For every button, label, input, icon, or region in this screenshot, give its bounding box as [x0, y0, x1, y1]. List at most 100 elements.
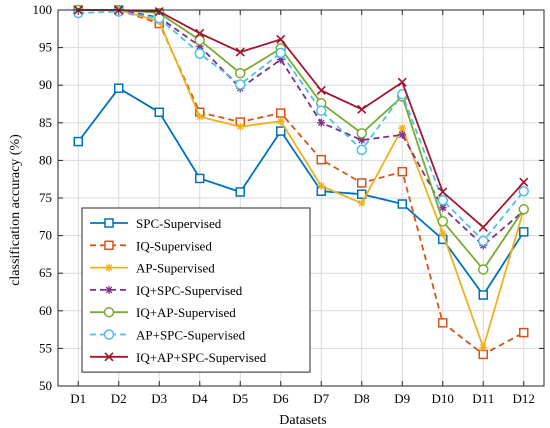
data-point — [276, 55, 285, 64]
data-point — [397, 77, 407, 87]
legend-item: IQ-Supervised — [90, 238, 212, 253]
data-point — [438, 187, 448, 197]
legend-label: IQ+AP-Supervised — [136, 305, 236, 320]
data-point — [316, 85, 326, 96]
x-tick-label: D6 — [273, 391, 289, 406]
data-point — [236, 122, 245, 131]
data-point — [398, 130, 407, 139]
data-point — [276, 108, 286, 118]
y-tick-label: 100 — [33, 2, 53, 17]
x-tick-label: D1 — [70, 391, 86, 406]
series-line — [78, 9, 525, 356]
data-point — [397, 166, 407, 177]
series-lines — [73, 4, 529, 360]
x-tick-label: D7 — [313, 391, 329, 406]
data-point — [478, 235, 489, 247]
data-point — [437, 216, 448, 227]
data-point — [519, 327, 529, 338]
y-tick-label: 65 — [39, 265, 52, 280]
legend-item: SPC-Supervised — [90, 216, 222, 231]
data-point — [276, 126, 286, 136]
data-point — [195, 42, 204, 51]
data-point — [398, 124, 407, 133]
plot-frame — [57, 9, 545, 387]
data-point — [438, 229, 447, 238]
data-point — [356, 128, 367, 139]
data-point — [73, 136, 83, 147]
data-point — [316, 154, 326, 165]
legend-label: AP+SPC-Supervised — [136, 328, 246, 343]
legend-marker — [104, 352, 114, 362]
data-point — [195, 173, 205, 184]
data-point — [317, 181, 326, 190]
axes: 50 55 60 65 70 75 80 85 90 95 100 D1 D2 D3 D4 D5 D6 D7 D8 D… — [33, 2, 545, 406]
y-tick-label: 75 — [39, 190, 52, 205]
data-point — [357, 136, 366, 145]
data-point — [478, 264, 489, 275]
series-line — [78, 9, 525, 271]
legend-item: IQ+SPC-Supervised — [90, 283, 243, 298]
legend-item: IQ+AP+SPC-Supervised — [90, 350, 267, 365]
data-point — [478, 290, 488, 300]
x-axis-label: Datasets — [279, 413, 326, 428]
y-tick-label: 70 — [39, 228, 52, 243]
legend-label: SPC-Supervised — [136, 216, 222, 231]
legend-marker — [104, 240, 114, 251]
data-point — [357, 178, 367, 188]
legend-marker — [103, 306, 115, 318]
x-tick-label: D8 — [354, 391, 370, 406]
data-point — [235, 47, 245, 57]
y-tick-label: 50 — [39, 378, 52, 393]
legend-item: IQ+AP-Supervised — [90, 305, 236, 320]
x-tick-label: D4 — [192, 391, 208, 406]
series-line — [77, 87, 525, 296]
legend-label: IQ+AP+SPC-Supervised — [136, 350, 267, 365]
data-point — [357, 104, 367, 114]
y-tick-label: 85 — [39, 115, 52, 130]
x-tick-label: D12 — [513, 391, 535, 406]
data-point — [235, 67, 246, 79]
y-axis-label: classification accuracy (%) — [8, 134, 23, 286]
legend: SPC-Supervised IQ-Supervised AP-Supervised… — [81, 207, 311, 373]
data-point — [356, 144, 367, 156]
series-line — [78, 9, 525, 229]
data-point — [114, 83, 124, 93]
x-tick-label: D11 — [472, 391, 494, 406]
y-tick-label: 80 — [39, 152, 52, 167]
legend-marker — [105, 285, 113, 294]
series-line — [78, 9, 525, 349]
x-tick-label: D9 — [394, 391, 410, 406]
data-point — [478, 222, 488, 232]
y-tick-label: 90 — [39, 77, 52, 92]
data-point — [195, 112, 204, 121]
data-point — [276, 117, 285, 126]
y-tick-label: 55 — [39, 340, 52, 355]
data-point — [479, 343, 488, 352]
legend-label: AP-Supervised — [136, 261, 215, 276]
data-point — [357, 199, 366, 208]
data-point — [518, 204, 529, 215]
series-line — [78, 10, 525, 242]
series-6 — [73, 5, 529, 232]
data-point — [235, 187, 245, 197]
data-point — [397, 199, 407, 209]
data-point — [276, 34, 286, 44]
data-point — [519, 227, 529, 237]
x-tick-label: D5 — [232, 391, 248, 406]
legend-marker — [103, 329, 115, 340]
x-tick-label: D3 — [151, 391, 167, 406]
legend-marker — [105, 263, 113, 272]
x-tick-label: D10 — [432, 391, 454, 406]
y-tick-label: 60 — [39, 303, 52, 318]
y-tick-label: 95 — [39, 40, 52, 55]
data-point — [195, 28, 205, 38]
data-point — [235, 79, 246, 90]
data-point — [154, 107, 164, 118]
data-point — [519, 177, 529, 187]
legend-label: IQ+SPC-Supervised — [136, 283, 243, 298]
data-point — [438, 203, 447, 212]
data-point — [518, 185, 529, 197]
legend-marker — [104, 218, 114, 228]
data-point — [437, 195, 448, 206]
